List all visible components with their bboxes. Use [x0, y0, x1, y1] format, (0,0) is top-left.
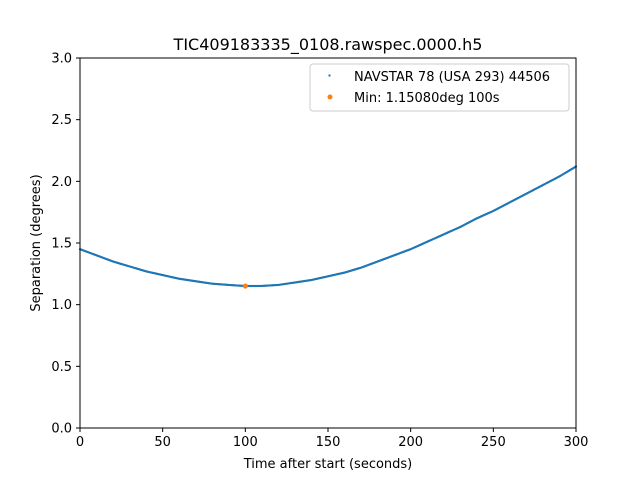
y-tick-label: 1.5 [51, 237, 72, 252]
x-tick-label: 0 [76, 435, 84, 450]
y-tick-label: 0.5 [51, 360, 72, 375]
data-point [541, 184, 544, 187]
series-layer [78, 165, 578, 289]
data-point [342, 271, 345, 274]
legend-label-min: Min: 1.15080deg 100s [354, 91, 500, 106]
x-tick-label: 100 [233, 435, 258, 450]
data-point [392, 254, 395, 257]
x-axis-label: Time after start (seconds) [243, 457, 413, 472]
data-point [375, 260, 378, 263]
data-point [293, 281, 296, 284]
series-navstar [78, 165, 578, 288]
x-tick-label: 150 [316, 435, 341, 450]
x-tick-label: 250 [481, 435, 506, 450]
axes-layer: 0 50 100 150 200 250 300 0.0 0.5 1.0 1.5 2.0 2.5 3.0 [51, 52, 588, 451]
data-point [458, 226, 461, 229]
data-point [491, 210, 494, 213]
y-tick-label: 2.5 [51, 113, 72, 128]
data-point [524, 192, 527, 196]
data-point [309, 279, 312, 282]
data-point [425, 241, 428, 244]
y-tick-label: 3.0 [51, 52, 72, 67]
legend: NAVSTAR 78 (USA 293) 44506 Min: 1.15080d… [309, 63, 570, 112]
data-point [259, 284, 263, 288]
legend-marker-navstar [328, 74, 331, 77]
legend-box [309, 63, 570, 112]
y-tick-label: 0.0 [51, 422, 72, 437]
data-point [127, 265, 130, 268]
data-point [144, 270, 147, 273]
data-point [507, 201, 511, 204]
data-point [474, 217, 478, 220]
x-tick-label: 300 [564, 435, 589, 450]
minimum-point [242, 283, 248, 289]
y-tick-label: 1.0 [51, 298, 72, 313]
data-point [557, 175, 560, 178]
data-point [326, 275, 329, 278]
legend-marker-min [327, 94, 333, 100]
data-point [276, 283, 279, 287]
chart-title: TIC409183335_0108.rawspec.0000.h5 [173, 35, 483, 55]
data-point [359, 266, 362, 270]
data-point [160, 273, 163, 276]
y-tick-label: 2.0 [51, 175, 72, 190]
legend-label-navstar: NAVSTAR 78 (USA 293) 44506 [354, 70, 550, 85]
y-axis-label: Separation (degrees) [29, 174, 44, 311]
data-point [177, 277, 180, 280]
x-tick-label: 200 [398, 435, 423, 450]
x-tick-label: 50 [154, 435, 171, 450]
plot-frame [79, 57, 577, 429]
series-minimum [242, 283, 248, 289]
data-point [441, 233, 445, 236]
data-point [111, 260, 114, 263]
data-point [210, 282, 213, 285]
data-point [94, 253, 97, 257]
data-point [226, 283, 230, 286]
data-point [193, 280, 197, 283]
data-point [408, 248, 411, 251]
